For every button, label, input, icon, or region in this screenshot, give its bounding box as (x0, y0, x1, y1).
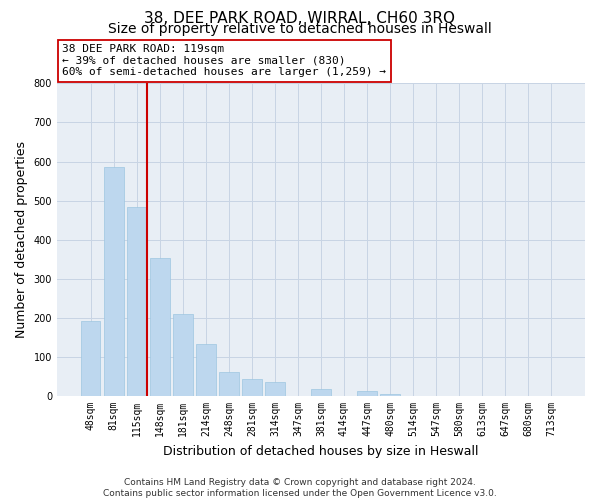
Y-axis label: Number of detached properties: Number of detached properties (15, 141, 28, 338)
Bar (219, 372, 239, 396)
Text: 38 DEE PARK ROAD: 119sqm
← 39% of detached houses are smaller (830)
60% of semi-: 38 DEE PARK ROAD: 119sqm ← 39% of detach… (62, 44, 386, 77)
X-axis label: Distribution of detached houses by size in Heswall: Distribution of detached houses by size … (163, 444, 479, 458)
Bar (173, 314, 193, 396)
Bar (104, 168, 124, 396)
Bar (81, 320, 100, 396)
Bar (150, 258, 170, 396)
Bar (380, 394, 400, 396)
Bar (357, 392, 377, 396)
Text: Size of property relative to detached houses in Heswall: Size of property relative to detached ho… (108, 22, 492, 36)
Text: Contains HM Land Registry data © Crown copyright and database right 2024.
Contai: Contains HM Land Registry data © Crown c… (103, 478, 497, 498)
Bar (265, 382, 284, 396)
Bar (127, 208, 146, 396)
Text: 38, DEE PARK ROAD, WIRRAL, CH60 3RQ: 38, DEE PARK ROAD, WIRRAL, CH60 3RQ (145, 11, 455, 26)
Bar (311, 390, 331, 396)
Bar (196, 344, 215, 396)
Bar (242, 379, 262, 396)
